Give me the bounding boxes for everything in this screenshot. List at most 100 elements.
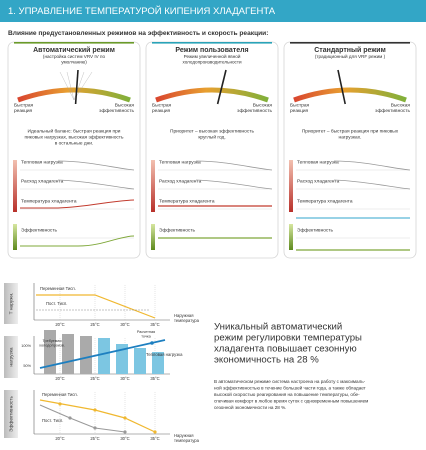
chart-label: точка — [141, 335, 151, 339]
panel-description: Приоритет – высокая эффективность — [170, 128, 254, 134]
chart-bar — [152, 352, 164, 374]
design-point — [150, 341, 154, 345]
panel-description: нагрузках. — [339, 135, 362, 140]
panel-subtitle: холодопроизводительности — [182, 60, 241, 65]
row-label: Эффективность — [21, 227, 57, 233]
summary-body: ной эффективностью в течение большей час… — [214, 385, 367, 391]
gauge-needle — [337, 69, 346, 105]
x-label: 25°C — [90, 322, 99, 327]
row-label: Расход хладагента — [21, 178, 64, 184]
row-label: Эффективность — [159, 227, 195, 233]
y-label: 50% — [23, 364, 31, 368]
panel-title: Режим пользователя — [175, 47, 248, 54]
panel-description: в остальные дни. — [55, 141, 94, 146]
panel-title: Автоматический режим — [33, 46, 115, 54]
row-label: Расход хладагента — [297, 178, 340, 184]
row-bar-green — [289, 224, 293, 250]
variable-point — [93, 408, 97, 412]
summary-heading: режим регулировки температуры — [214, 333, 362, 344]
fast-label: реакция — [290, 109, 309, 114]
fast-label: Быстрая — [290, 102, 310, 108]
panel-description: пиковых нагрузках, высокая эффективность — [25, 134, 124, 140]
x-label: 30°C — [120, 376, 129, 381]
chart-bar — [44, 330, 56, 374]
row-label: Тепловая нагрузка — [297, 159, 339, 165]
panel-description: Идеальный баланс: быстрая реакция при — [28, 127, 121, 134]
load-curve — [195, 160, 273, 171]
summary-heading: хладагента повышает сезонную — [214, 344, 357, 355]
chart-label: Расчетная — [137, 330, 155, 334]
constant-line — [39, 404, 126, 433]
side-label: Т наружн. — [8, 293, 14, 315]
chart-bar — [116, 344, 128, 374]
efficient-label: эффективность — [375, 108, 410, 114]
row-bar-red — [13, 160, 17, 212]
summary-heading: экономичность на 28 % — [214, 355, 319, 366]
flow-curve — [195, 179, 273, 190]
panel-description: Приоритет – быстрая реакция при пиковых — [302, 128, 399, 134]
panel — [283, 41, 417, 259]
load-line — [39, 339, 166, 369]
summary-body: сезонной экономичности на 28 %. — [214, 404, 286, 410]
side-label-box — [4, 336, 18, 378]
axis-label: Наружная — [174, 313, 194, 318]
axis-label: Наружная — [174, 433, 194, 438]
variable-point — [123, 416, 127, 420]
load-curve — [57, 160, 135, 171]
panel-subtitle: умолчанию) — [61, 60, 87, 65]
efficient-label: эффективность — [99, 108, 134, 114]
side-label-box — [4, 283, 18, 324]
efficient-label: эффективность — [237, 108, 272, 114]
constant-point — [93, 426, 97, 430]
chart-bar — [98, 338, 110, 374]
row-bar-red — [289, 160, 293, 212]
variable-point — [58, 402, 62, 406]
constant-point — [68, 416, 72, 420]
y-label: 100% — [21, 344, 31, 348]
side-label: нагрузка — [9, 347, 14, 366]
row-bar-green — [151, 224, 155, 250]
fast-label: реакция — [14, 109, 33, 114]
chart-label: Пост. Тисп. — [42, 418, 63, 423]
summary-heading: Уникальный автоматический — [214, 322, 342, 333]
chart-label: Переменная Тисп. — [40, 286, 76, 291]
eff-curve — [20, 235, 135, 247]
summary-body: спечивая комфорт в любое время суток с о… — [214, 398, 368, 403]
gauge-arc — [17, 87, 131, 103]
row-label: Температура хладагента — [159, 198, 215, 204]
panel-subtitle: (настройка систем VRV IV по — [43, 53, 106, 59]
gauge-arc — [155, 87, 269, 103]
fast-label: реакция — [152, 109, 171, 114]
panel-title: Стандартный режим — [314, 46, 386, 54]
chart-bar — [80, 336, 92, 374]
x-label: 20°C — [55, 322, 64, 327]
chart-bar — [134, 348, 146, 374]
chart-label: Требуемая — [42, 339, 61, 343]
x-label: 35°C — [150, 436, 159, 441]
axis-label: температура — [174, 318, 200, 323]
x-label: 30°C — [120, 436, 129, 441]
axis-label: температура — [174, 438, 200, 443]
variable-line — [36, 294, 156, 319]
panel — [145, 41, 279, 259]
gauge-needle — [216, 69, 227, 105]
panel-accent — [152, 42, 272, 44]
row-bar-red — [151, 160, 155, 212]
chart-bar — [62, 334, 74, 374]
x-label: 30°C — [120, 322, 129, 327]
temp-curve — [20, 199, 135, 209]
x-label: 20°C — [55, 376, 64, 381]
x-label: 25°C — [90, 436, 99, 441]
header-title: 1. УПРАВЛЕНИЕ ТЕМПЕРАТУРОЙ КИПЕНИЯ ХЛАДА… — [8, 5, 276, 17]
side-label-box — [4, 390, 18, 438]
row-label: Тепловая нагрузка — [21, 159, 63, 165]
gauge-fan — [66, 71, 75, 101]
efficient-label: Высокая — [391, 102, 411, 108]
panel-subtitle: (традиционный для VRF режим ) — [315, 53, 386, 59]
gauge-arc — [293, 87, 407, 103]
header-banner — [0, 0, 426, 22]
gauge-fan — [59, 71, 75, 101]
x-label: 35°C — [150, 322, 159, 327]
side-label: Эффективность — [8, 396, 14, 432]
panel — [7, 41, 141, 259]
